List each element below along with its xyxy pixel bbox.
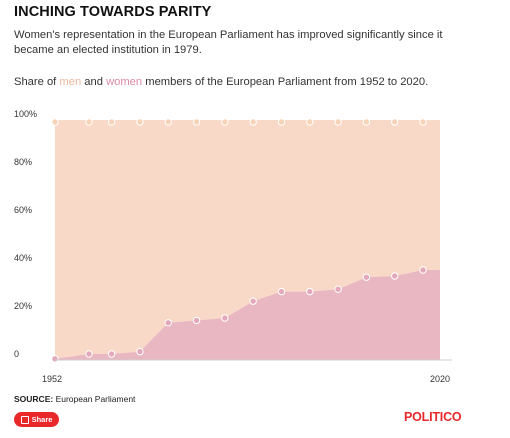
legend-men: men: [59, 76, 82, 88]
y-tick-label: 0: [14, 349, 19, 359]
women-point: [136, 347, 144, 356]
legend-women: women: [106, 76, 143, 88]
y-tick-label: 60%: [14, 205, 32, 215]
men-point: [249, 118, 257, 126]
women-point: [107, 350, 116, 358]
men-area: [55, 120, 440, 359]
x-axis: 1952 2020: [42, 374, 450, 384]
men-point: [391, 118, 399, 126]
men-point: [419, 118, 427, 126]
men-point: [85, 118, 93, 126]
chart-subtitle: Women's representation in the European P…: [14, 29, 443, 56]
plot-area: [51, 118, 452, 363]
y-tick-label: 80%: [14, 157, 32, 167]
women-point: [249, 297, 257, 305]
y-tick-label: 100%: [14, 109, 37, 119]
men-point: [221, 118, 229, 126]
y-tick-label: 20%: [14, 301, 32, 311]
women-point: [334, 285, 342, 293]
women-point: [391, 272, 399, 280]
men-point: [136, 118, 144, 126]
legend-prefix: Share of: [14, 76, 60, 88]
share-icon: [20, 415, 29, 424]
men-point: [192, 118, 201, 126]
legend-suffix: members of the European Parliament from …: [142, 76, 429, 88]
women-point: [221, 314, 229, 322]
men-point: [51, 118, 59, 126]
x-tick-label: 1952: [42, 374, 62, 384]
women-point: [277, 287, 286, 296]
x-tick-label: 2020: [430, 374, 450, 384]
politico-logo: POLITICO: [404, 410, 462, 424]
men-point: [306, 118, 314, 126]
men-point: [362, 118, 371, 126]
source-text: European Parliament: [53, 394, 136, 404]
women-area: [55, 270, 440, 360]
women-point: [362, 273, 371, 281]
men-point: [277, 118, 286, 126]
women-point: [306, 287, 314, 296]
y-axis: 0 20% 40% 60% 80% 100%: [14, 109, 37, 359]
men-point: [334, 118, 342, 126]
women-point: [85, 350, 93, 358]
chart-title: INCHING TOWARDS PARITY: [14, 4, 212, 20]
share-button-label: Share: [31, 415, 53, 424]
source-label: SOURCE:: [14, 394, 54, 404]
area-chart: 0 20% 40% 60% 80% 100% 1952 2020: [14, 109, 452, 384]
women-point: [164, 319, 172, 327]
men-point: [164, 118, 172, 126]
men-point: [107, 118, 116, 126]
legend-and: and: [81, 76, 107, 88]
y-tick-label: 40%: [14, 253, 32, 263]
women-point: [192, 316, 201, 325]
share-button[interactable]: Share: [14, 412, 59, 427]
source-note: SOURCE: European Parliament: [14, 394, 135, 404]
women-point: [419, 266, 427, 274]
chart-description: Share of men and women members of the Eu…: [14, 76, 428, 88]
women-point: [51, 355, 59, 363]
